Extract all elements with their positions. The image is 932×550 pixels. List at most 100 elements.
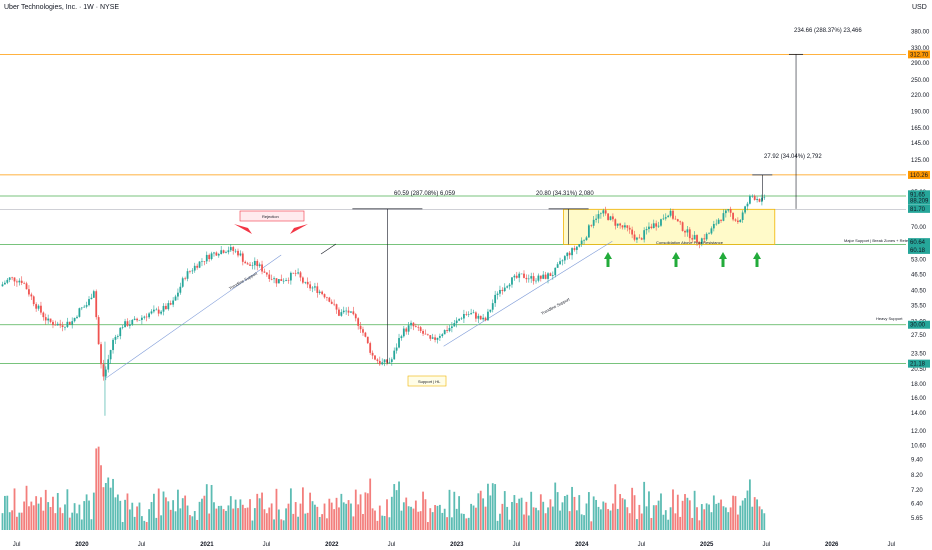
- volume-bar: [590, 521, 593, 530]
- candle-body: [80, 307, 83, 309]
- volume-bar: [59, 507, 62, 530]
- volume-bar: [304, 513, 307, 530]
- candle-body: [237, 250, 239, 256]
- candle-body: [119, 327, 122, 337]
- volume-bar: [513, 495, 516, 530]
- candle-body: [35, 304, 38, 309]
- candle-body: [645, 229, 648, 231]
- volume-bar: [177, 489, 179, 530]
- candle-body: [746, 203, 749, 207]
- x-tick-label: Jul: [888, 542, 896, 548]
- candle-body: [169, 303, 172, 305]
- candle-body: [210, 253, 213, 260]
- candle-body: [37, 305, 40, 309]
- y-tick-label: 125.00: [911, 158, 930, 164]
- volume-bar: [499, 513, 501, 530]
- volume-bar: [551, 506, 554, 530]
- volume-bar: [265, 513, 268, 530]
- candle-body: [662, 218, 665, 220]
- candle-body: [234, 250, 237, 252]
- volume-bar: [669, 507, 672, 530]
- candle-body: [585, 237, 588, 241]
- volume-bar: [203, 495, 206, 530]
- candle-body: [167, 303, 170, 310]
- candle-body: [376, 359, 379, 361]
- price-tag-label: 30.00: [910, 323, 926, 329]
- trendline: [106, 254, 282, 379]
- candle-body: [287, 280, 290, 281]
- volume-bar: [724, 507, 727, 530]
- candle-body: [751, 196, 754, 197]
- candle-body: [578, 244, 581, 247]
- volume-bar: [477, 493, 480, 530]
- y-tick-label: 7.20: [911, 488, 923, 494]
- y-tick-label: 9.40: [911, 457, 923, 463]
- candle-body: [201, 261, 203, 262]
- volume-bar: [410, 506, 412, 530]
- candle-body: [136, 318, 138, 321]
- volume-bar: [571, 486, 573, 530]
- volume-bar: [140, 516, 143, 530]
- candle-body: [667, 215, 670, 218]
- candle-body: [407, 325, 410, 332]
- volume-bar: [602, 501, 605, 530]
- candle-body: [467, 314, 470, 315]
- candle-body: [333, 303, 336, 305]
- volume-bar: [107, 477, 110, 530]
- candle-body: [414, 326, 417, 327]
- volume-bar: [4, 495, 6, 530]
- volume-bar: [537, 510, 540, 530]
- candle-body: [386, 359, 388, 363]
- candle-body: [395, 347, 398, 351]
- candle-body: [703, 238, 706, 240]
- candle-body: [297, 272, 299, 274]
- candle-body: [674, 218, 677, 220]
- volume-bar: [280, 519, 283, 530]
- volume-bar: [638, 504, 641, 530]
- measure-label: 27.92 (34.04%) 2,792: [764, 154, 822, 160]
- candle-body: [244, 261, 247, 264]
- candle-body: [681, 222, 684, 231]
- y-tick-label: 27.50: [911, 333, 927, 339]
- volume-bar: [386, 499, 388, 530]
- volume-bar: [165, 497, 167, 530]
- volume-bar: [11, 510, 14, 530]
- candle-body: [412, 322, 415, 327]
- volume-bar: [643, 481, 646, 530]
- price-tag-label: 110.26: [910, 173, 929, 179]
- y-tick-label: 6.40: [911, 502, 923, 508]
- volume-bar: [138, 502, 141, 530]
- price-tag-label: 81.70: [910, 207, 926, 213]
- volume-bar: [645, 506, 648, 530]
- candle-body: [292, 272, 295, 274]
- candle-body: [758, 198, 761, 202]
- candle-body: [196, 265, 199, 268]
- candle-body: [6, 279, 9, 283]
- volume-bar: [277, 509, 280, 530]
- volume-bar: [450, 517, 453, 530]
- candle-body: [484, 317, 487, 321]
- volume-bar: [316, 506, 319, 530]
- volume-bar: [306, 512, 309, 530]
- volume-bar: [443, 508, 446, 530]
- candle-body: [482, 317, 485, 320]
- candle-body: [172, 300, 175, 305]
- volume-bar: [104, 483, 107, 530]
- price-tag: [908, 196, 930, 205]
- volume-bar: [604, 502, 607, 530]
- measure-label: 60.59 (287.08%) 6,059: [394, 191, 456, 197]
- volume-bar: [405, 497, 408, 530]
- volume-bar: [78, 504, 81, 530]
- candle-body: [56, 323, 59, 326]
- candle-body: [52, 321, 54, 325]
- major-support-label: Major Support | Break Zones + Retests: [844, 238, 913, 243]
- candle-body: [660, 219, 662, 226]
- volume-bar: [169, 509, 172, 530]
- volume-bar: [475, 507, 477, 530]
- candle-body: [698, 242, 701, 244]
- candle-body: [352, 311, 355, 315]
- volume-bar: [650, 517, 653, 530]
- volume-bar: [318, 516, 321, 530]
- volume-bar: [239, 499, 242, 530]
